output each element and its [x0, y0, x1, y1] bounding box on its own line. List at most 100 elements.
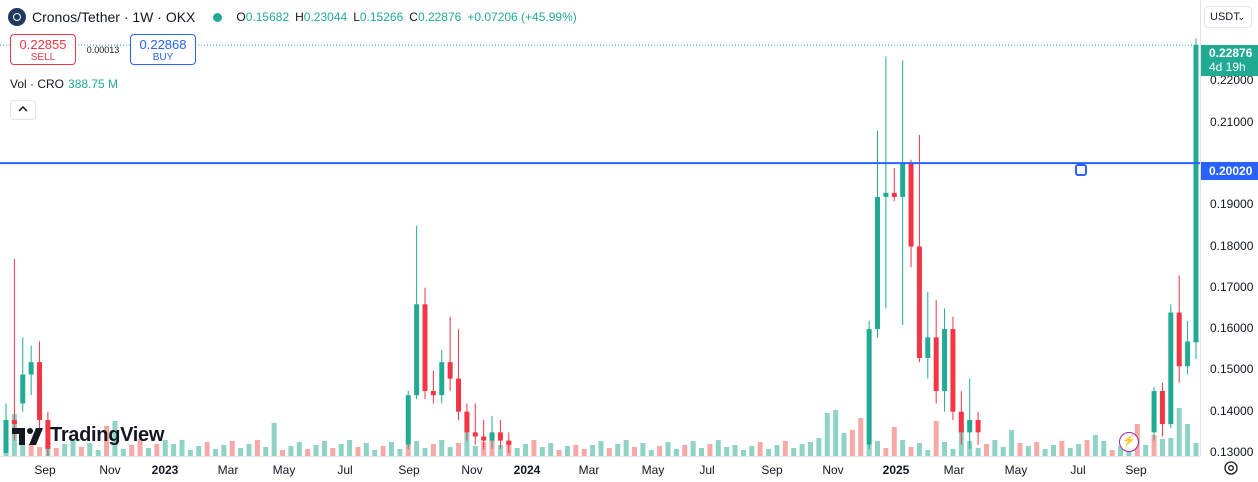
volume-bar: [942, 442, 948, 456]
chevron-down-icon: ⌄: [1237, 12, 1245, 22]
time-tick-label: 2023: [151, 463, 179, 477]
volume-bar: [1076, 444, 1082, 456]
candle: [925, 291, 931, 379]
time-tick-label: Nov: [822, 463, 844, 477]
current-price-value: 0.22876: [1209, 46, 1253, 60]
volume-bar: [263, 447, 269, 456]
price-tick-label: 0.17000: [1210, 279, 1254, 294]
bar-countdown: 4d 19h: [1209, 60, 1246, 74]
volume-bar: [388, 442, 394, 456]
cronos-logo-icon: [8, 8, 26, 26]
volume-bar: [640, 443, 646, 456]
volume-bar: [665, 442, 671, 456]
volume-bar: [908, 447, 914, 456]
price-tick-label: 0.19000: [1210, 197, 1254, 212]
collapse-legend-button[interactable]: [10, 100, 36, 120]
volume-bar: [673, 449, 679, 456]
chart-area[interactable]: [0, 0, 1200, 456]
volume-bar: [657, 446, 663, 456]
volume-bar: [682, 445, 688, 456]
candle: [481, 419, 487, 449]
volume-bar: [229, 441, 235, 456]
volume-bar: [120, 449, 126, 456]
volume-bar: [841, 433, 847, 456]
volume-bar: [330, 448, 336, 456]
candle: [447, 316, 453, 392]
volume-bar: [380, 446, 386, 456]
volume-bar: [271, 423, 277, 456]
time-tick-label: Sep: [398, 463, 420, 477]
volume-bar: [791, 448, 797, 456]
horizontal-line-handle[interactable]: [1075, 164, 1087, 176]
candle: [414, 225, 420, 400]
time-tick-label: 2025: [882, 463, 910, 477]
volume-bar: [556, 450, 562, 456]
time-axis[interactable]: Sep Nov 2023 Mar May Jul Sep Nov 2024 Mar May Jul Se…: [0, 456, 1200, 482]
volume-bar: [28, 444, 34, 456]
volume-bar: [732, 445, 738, 456]
volume-bar: [137, 439, 143, 456]
candle: [967, 378, 973, 449]
volume-bar: [699, 448, 705, 456]
time-tick-label: Sep: [1125, 463, 1147, 477]
volume-bar: [1042, 449, 1048, 456]
volume-bar: [95, 450, 101, 456]
volume-bar: [983, 444, 989, 456]
lightning-icon[interactable]: ⚡: [1119, 432, 1139, 452]
price-tick-label: 0.18000: [1210, 238, 1254, 253]
time-tick-label: Sep: [34, 463, 56, 477]
volume-bar: [891, 427, 897, 456]
candle: [942, 308, 948, 412]
candle: [1185, 320, 1191, 375]
volume-bar: [305, 449, 311, 456]
time-tick-label: Jul: [699, 463, 715, 477]
volume-bar: [338, 444, 344, 456]
time-tick-label: Jul: [337, 463, 353, 477]
volume-bar: [196, 446, 202, 456]
volume-bar: [925, 450, 931, 456]
candle: [456, 329, 462, 420]
candle: [1159, 382, 1165, 437]
currency-selector[interactable]: USDT ⌄: [1204, 6, 1252, 28]
buy-button[interactable]: 0.22868 BUY: [130, 34, 196, 65]
price-tick-label: 0.15000: [1210, 362, 1254, 377]
volume-bar: [514, 448, 520, 456]
candle: [464, 403, 470, 441]
volume-bar: [690, 441, 696, 456]
tradingview-logo[interactable]: TradingView: [12, 424, 164, 447]
tradingview-logo-icon: [12, 427, 43, 445]
volume-bar: [70, 440, 76, 456]
gear-icon[interactable]: [1222, 459, 1240, 477]
candle: [37, 341, 43, 429]
candlestick-chart[interactable]: [0, 0, 1200, 456]
volume-bar: [648, 450, 654, 456]
volume-bar: [1151, 435, 1157, 456]
volume-bar: [112, 421, 118, 456]
time-tick-label: Jul: [1070, 463, 1086, 477]
price-tick-label: 0.13000: [1210, 445, 1254, 459]
volume-bar: [774, 445, 780, 456]
volume-bar: [807, 442, 813, 456]
sell-button[interactable]: 0.22855 SELL: [10, 34, 76, 65]
volume-bar: [875, 441, 881, 456]
volume-bar: [782, 441, 788, 456]
volume-bar: [816, 438, 822, 456]
volume-bar: [397, 449, 403, 456]
volume-bar: [590, 445, 596, 456]
symbol-title[interactable]: Cronos/Tether · 1W · OKX: [32, 9, 196, 25]
volume-bar: [1118, 446, 1124, 456]
volume-bar: [724, 447, 730, 456]
volume-bar: [129, 445, 135, 456]
volume-bar: [238, 448, 244, 456]
volume-bar: [883, 448, 889, 456]
volume-bar: [430, 444, 436, 456]
volume-bar: [564, 446, 570, 456]
volume-bar: [581, 449, 587, 456]
sell-price: 0.22855: [19, 37, 67, 52]
time-tick-label: Mar: [578, 463, 600, 477]
time-tick-label: 2024: [513, 463, 541, 477]
price-axis[interactable]: 0.22000 0.21000 0.19000 0.18000 0.17000 0.160…: [1200, 0, 1258, 459]
time-tick-label: Mar: [943, 463, 965, 477]
volume-bar: [573, 445, 579, 456]
market-status-icon[interactable]: [213, 12, 223, 22]
